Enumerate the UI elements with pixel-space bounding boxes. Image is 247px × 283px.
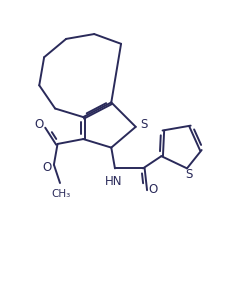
Text: CH₃: CH₃ — [52, 189, 71, 199]
Text: O: O — [35, 118, 44, 131]
Text: S: S — [185, 168, 193, 181]
Text: HN: HN — [105, 175, 123, 188]
Text: S: S — [140, 118, 147, 131]
Text: O: O — [148, 183, 157, 196]
Text: O: O — [42, 161, 52, 174]
